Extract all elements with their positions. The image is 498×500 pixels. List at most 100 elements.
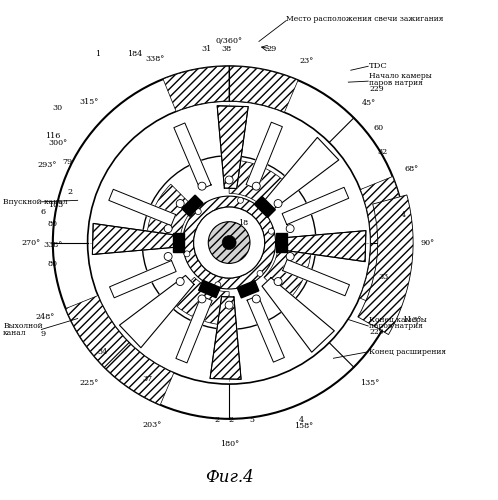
- Wedge shape: [146, 184, 194, 242]
- Text: Место расположения свечи зажигания: Место расположения свечи зажигания: [286, 15, 444, 23]
- Polygon shape: [262, 278, 334, 352]
- Polygon shape: [92, 224, 175, 254]
- Text: 4: 4: [299, 416, 304, 424]
- Text: 338°: 338°: [43, 241, 62, 249]
- Circle shape: [252, 182, 260, 190]
- Text: 315°: 315°: [79, 98, 99, 106]
- Text: Начало камеры: Начало камеры: [369, 72, 432, 80]
- Text: паров натрия: паров натрия: [369, 78, 423, 86]
- Text: 270°: 270°: [21, 238, 40, 246]
- Polygon shape: [282, 188, 349, 224]
- Polygon shape: [283, 230, 366, 262]
- Polygon shape: [264, 138, 339, 210]
- Text: 2: 2: [229, 416, 234, 424]
- Circle shape: [257, 270, 263, 276]
- Bar: [173, 233, 184, 252]
- Text: 2: 2: [68, 188, 73, 196]
- Wedge shape: [163, 66, 229, 112]
- Wedge shape: [183, 196, 275, 289]
- Polygon shape: [283, 230, 366, 262]
- Text: 90°: 90°: [421, 238, 435, 246]
- Text: 9: 9: [40, 330, 45, 338]
- Circle shape: [268, 228, 274, 234]
- Wedge shape: [66, 296, 174, 405]
- Circle shape: [164, 252, 172, 260]
- Text: 6: 6: [40, 208, 45, 216]
- Polygon shape: [109, 190, 176, 226]
- Text: 225°: 225°: [79, 378, 99, 386]
- Text: 180°: 180°: [220, 440, 239, 448]
- Circle shape: [238, 198, 244, 203]
- Polygon shape: [217, 106, 248, 188]
- Text: 135°: 135°: [360, 378, 379, 386]
- Wedge shape: [171, 278, 229, 325]
- Polygon shape: [92, 224, 175, 254]
- Circle shape: [195, 208, 201, 214]
- Text: 79: 79: [63, 158, 73, 166]
- Wedge shape: [229, 66, 298, 112]
- Circle shape: [222, 236, 236, 250]
- Bar: [199, 280, 220, 297]
- Text: паров натрия: паров натрия: [369, 322, 423, 330]
- Polygon shape: [110, 260, 176, 298]
- Text: 248°: 248°: [36, 313, 55, 321]
- Polygon shape: [174, 123, 211, 190]
- Wedge shape: [208, 222, 250, 264]
- Text: 203°: 203°: [142, 421, 161, 429]
- Text: 229: 229: [369, 85, 384, 93]
- Text: 68°: 68°: [405, 164, 419, 172]
- Bar: [254, 196, 275, 218]
- Text: TDC: TDC: [369, 62, 388, 70]
- Text: Впускной канал: Впускной канал: [3, 198, 68, 206]
- Bar: [237, 280, 259, 298]
- Text: 18: 18: [238, 218, 248, 226]
- Text: 338°: 338°: [145, 55, 164, 63]
- Circle shape: [225, 301, 233, 309]
- Circle shape: [88, 101, 371, 384]
- Polygon shape: [120, 276, 194, 347]
- Wedge shape: [229, 160, 287, 208]
- Text: 116: 116: [45, 132, 61, 140]
- Text: 37: 37: [142, 375, 152, 383]
- Text: 113°: 113°: [402, 316, 421, 324]
- Text: 30: 30: [53, 104, 63, 112]
- Text: 34: 34: [98, 348, 108, 356]
- Text: 5: 5: [249, 416, 254, 424]
- Wedge shape: [264, 242, 312, 301]
- Text: 229: 229: [369, 328, 384, 336]
- Circle shape: [176, 278, 184, 285]
- Circle shape: [252, 295, 260, 303]
- Text: 32: 32: [377, 148, 387, 156]
- Text: 38: 38: [222, 45, 232, 53]
- Text: 80: 80: [48, 260, 58, 268]
- Polygon shape: [210, 296, 241, 380]
- Text: 60: 60: [373, 124, 383, 132]
- Text: 1: 1: [95, 50, 100, 58]
- Text: 293°: 293°: [37, 161, 56, 169]
- Text: 31: 31: [202, 45, 212, 53]
- Circle shape: [184, 251, 190, 257]
- Wedge shape: [360, 176, 405, 312]
- Text: 158°: 158°: [294, 422, 313, 430]
- Circle shape: [286, 224, 294, 232]
- Text: 80: 80: [48, 220, 58, 228]
- Circle shape: [286, 252, 294, 260]
- Polygon shape: [217, 106, 248, 188]
- Circle shape: [164, 224, 172, 232]
- Wedge shape: [358, 195, 413, 334]
- Text: 184: 184: [127, 50, 142, 58]
- Text: 183: 183: [48, 202, 63, 209]
- Text: 2: 2: [214, 416, 219, 424]
- Text: Конец камеры: Конец камеры: [369, 316, 427, 324]
- Circle shape: [198, 295, 206, 303]
- Bar: [182, 195, 203, 216]
- Text: Выхолной: Выхолной: [3, 322, 43, 330]
- Circle shape: [198, 182, 206, 190]
- Text: 33: 33: [378, 274, 388, 281]
- Bar: [276, 233, 287, 252]
- Circle shape: [194, 207, 264, 278]
- Text: 29: 29: [266, 45, 276, 53]
- Text: 300°: 300°: [48, 140, 67, 147]
- Circle shape: [274, 200, 282, 207]
- Polygon shape: [210, 296, 241, 380]
